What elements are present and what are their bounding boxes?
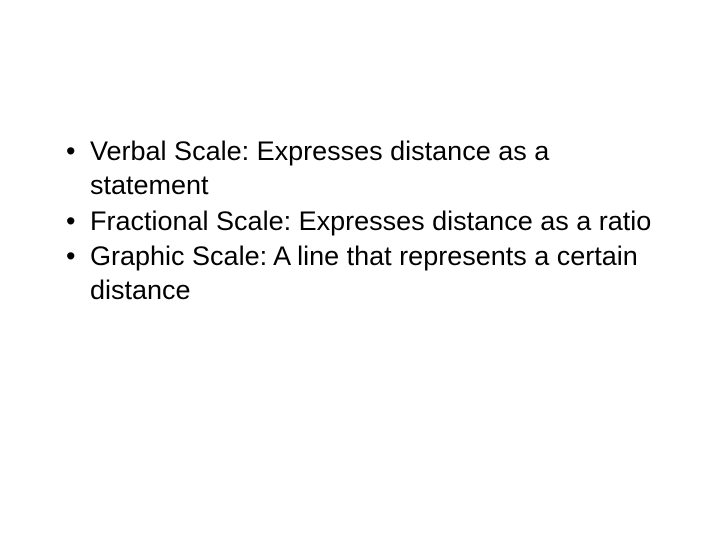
list-item: Fractional Scale: Expresses distance as …: [60, 205, 660, 239]
bullet-list: Verbal Scale: Expresses distance as a st…: [60, 135, 660, 308]
list-item: Graphic Scale: A line that represents a …: [60, 240, 660, 308]
list-item: Verbal Scale: Expresses distance as a st…: [60, 135, 660, 203]
